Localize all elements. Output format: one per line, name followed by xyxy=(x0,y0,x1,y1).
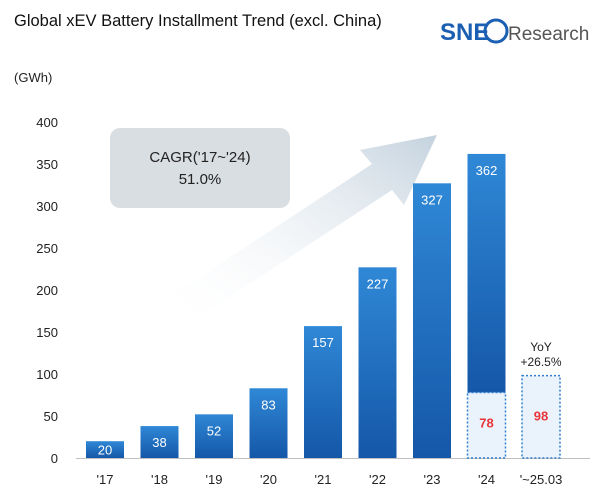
y-tick-label: 300 xyxy=(36,199,58,214)
x-tick-label: '21 xyxy=(315,472,332,487)
bar-value-label: 38 xyxy=(152,435,166,450)
y-axis-unit: (GWh) xyxy=(14,70,53,85)
bars: 20 38 52 83 157 227 327 362 78 98 xyxy=(86,153,561,459)
x-tick-label: '17 xyxy=(97,472,114,487)
x-tick-label: '19 xyxy=(206,472,223,487)
cagr-label: CAGR('17~'24) xyxy=(149,149,250,166)
bar xyxy=(140,426,179,458)
logo-ring-icon xyxy=(483,18,509,44)
y-tick-label: 100 xyxy=(36,367,58,382)
growth-arrow-icon xyxy=(165,135,437,326)
bar-value-label: 83 xyxy=(261,397,275,412)
x-tick-label: '~25.03 xyxy=(520,472,563,487)
y-tick-label: 0 xyxy=(51,451,58,466)
yoy-annotation: YoY +26.5% xyxy=(520,340,561,369)
bar-value-label: 362 xyxy=(476,163,498,178)
sne-research-logo: SNE Research xyxy=(440,14,590,55)
bar-value-label: 227 xyxy=(367,276,389,291)
chart-title: Global xEV Battery Installment Trend (ex… xyxy=(14,12,382,30)
cagr-box xyxy=(110,128,290,208)
cagr-callout: CAGR('17~'24) 51.0% xyxy=(110,128,290,208)
y-tick-label: 350 xyxy=(36,157,58,172)
y-tick-label: 50 xyxy=(44,409,58,424)
logo-suffix: Research xyxy=(508,24,589,45)
bar xyxy=(249,388,288,458)
bar-value-label: 98 xyxy=(534,409,548,424)
y-tick-label: 150 xyxy=(36,325,58,340)
x-tick-label: '20 xyxy=(260,472,277,487)
bar-segment-highlight xyxy=(466,391,507,459)
bar-value-label: 52 xyxy=(207,423,221,438)
cagr-value: 51.0% xyxy=(179,171,222,188)
bar xyxy=(304,326,342,458)
bar-value-label: 20 xyxy=(98,443,112,458)
growth-arrow-shape xyxy=(165,135,437,326)
bar-value-label: 327 xyxy=(421,192,443,207)
x-tick-label: '24 xyxy=(478,472,495,487)
logo-text: SNE xyxy=(440,19,489,46)
x-tick-label: '22 xyxy=(369,472,386,487)
y-tick-label: 400 xyxy=(36,115,58,130)
y-axis: 0 50 100 150 200 250 300 350 400 xyxy=(36,115,58,466)
bar-value-label: 157 xyxy=(312,335,334,350)
yoy-value: +26.5% xyxy=(520,355,561,369)
x-tick-label: '23 xyxy=(424,472,441,487)
bar xyxy=(195,414,233,458)
segment-value-label: 78 xyxy=(479,415,493,430)
bar xyxy=(467,153,506,393)
y-tick-label: 250 xyxy=(36,241,58,256)
y-tick-label: 200 xyxy=(36,283,58,298)
bar xyxy=(413,183,451,458)
yoy-label: YoY xyxy=(530,340,552,354)
sne-logo-mark: SNE Research xyxy=(440,18,589,46)
bar xyxy=(521,374,561,459)
x-axis: '17 '18 '19 '20 '21 '22 '23 '24 '~25.03 xyxy=(76,458,590,487)
bar xyxy=(86,441,124,458)
x-tick-label: '18 xyxy=(151,472,168,487)
bar xyxy=(358,267,397,458)
